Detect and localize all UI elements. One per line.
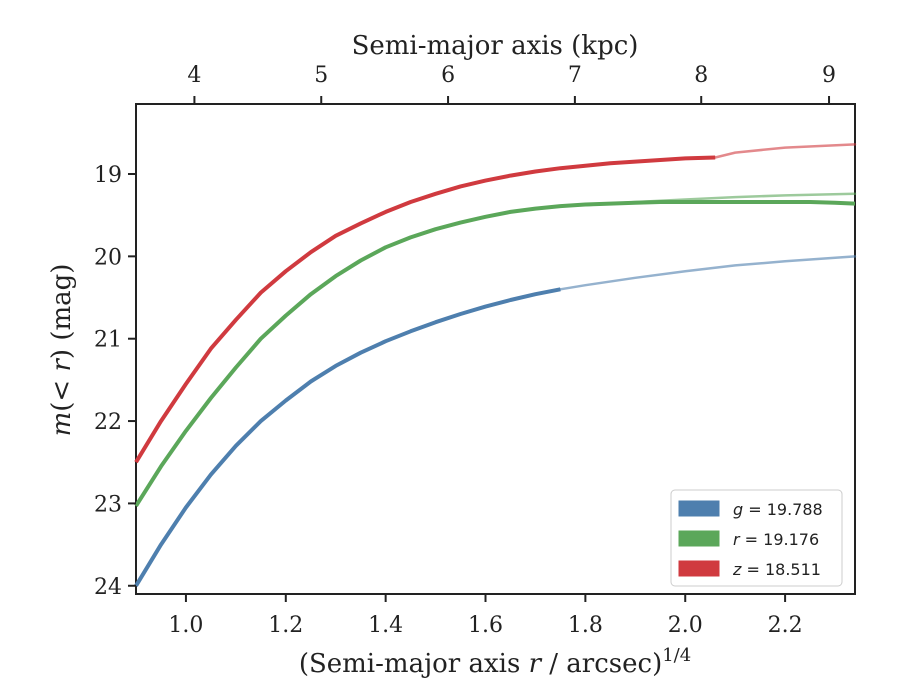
x-tick-label: 1.4 — [368, 613, 403, 638]
x-tick-label: 1.6 — [468, 613, 503, 638]
bottom-x-ticks: 1.0 1.2 1.4 1.6 1.8 2.0 2.2 — [168, 594, 803, 638]
top-x-axis-title: Semi-major axis (kpc) — [352, 31, 639, 61]
x-tick-label: 1.0 — [168, 613, 203, 638]
plot-frame — [135, 103, 856, 595]
y-tick-label: 24 — [94, 575, 122, 600]
series-z-line — [134, 155, 716, 464]
legend-label-r: r = 19.176 — [733, 530, 819, 549]
series-z-model-line — [713, 143, 857, 159]
top-x-ticks: 4 5 6 7 8 9 — [187, 63, 836, 104]
top-x-tick-label: 4 — [187, 63, 201, 88]
y-tick-label: 22 — [94, 410, 122, 435]
y-tick-label: 20 — [94, 245, 122, 270]
top-x-tick-label: 5 — [314, 63, 328, 88]
legend-swatch-r — [678, 530, 720, 547]
top-x-tick-label: 8 — [694, 63, 708, 88]
series-layer — [134, 143, 857, 587]
y-tick-label: 23 — [94, 492, 122, 517]
top-x-tick-label: 6 — [441, 63, 455, 88]
x-axis-title: (Semi-major axis r / arcsec)1/4 — [299, 645, 691, 679]
x-tick-label: 2.0 — [668, 613, 703, 638]
y-axis-title: m(< r) (mag) — [47, 264, 77, 437]
series-g-model-line — [559, 255, 857, 291]
x-tick-label: 1.2 — [268, 613, 303, 638]
series-g-line — [134, 287, 561, 587]
legend-swatch-z — [678, 560, 720, 577]
y-tick-label: 21 — [94, 328, 122, 353]
legend: g = 19.788 r = 19.176 z = 18.511 — [670, 489, 843, 587]
top-x-tick-label: 9 — [822, 63, 836, 88]
legend-swatch-g — [678, 500, 720, 517]
legend-label-g: g = 19.788 — [733, 500, 823, 519]
series-r-line — [134, 200, 856, 507]
x-tick-label: 1.8 — [568, 613, 603, 638]
top-x-tick-label: 7 — [568, 63, 582, 88]
y-tick-label: 19 — [94, 163, 122, 188]
x-tick-label: 2.2 — [768, 613, 803, 638]
legend-label-z: z = 18.511 — [732, 560, 821, 579]
left-y-ticks: 19 20 21 22 23 24 — [94, 163, 136, 600]
